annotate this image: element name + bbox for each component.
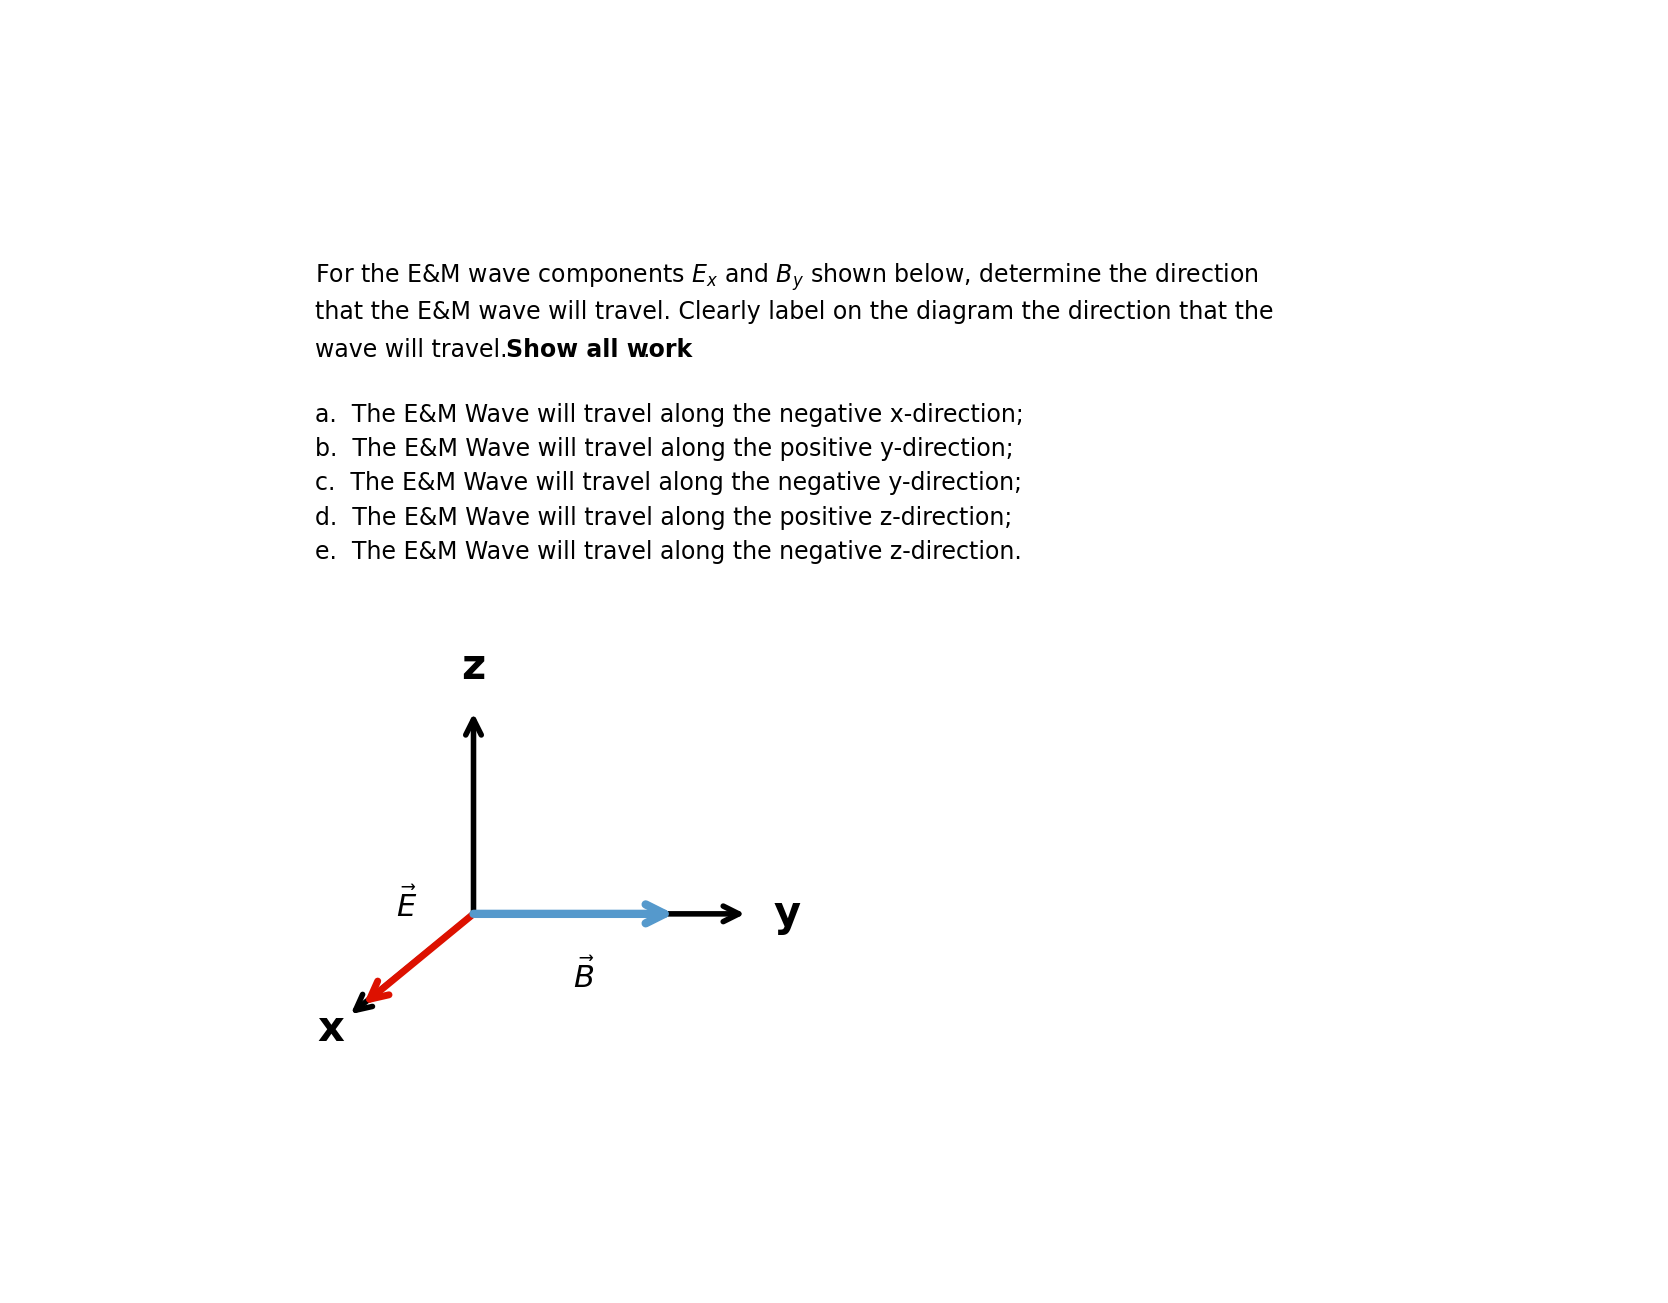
Text: x: x [319, 1009, 345, 1050]
Text: .: . [642, 337, 651, 362]
Text: $\vec{E}$: $\vec{E}$ [397, 889, 417, 924]
Text: Show all work: Show all work [505, 337, 692, 362]
Text: z: z [462, 646, 485, 688]
Text: y: y [774, 893, 801, 934]
Text: For the E&M wave components $E_x$ and $B_y$ shown below, determine the direction: For the E&M wave components $E_x$ and $B… [315, 262, 1258, 293]
Text: $\vec{B}$: $\vec{B}$ [572, 959, 594, 995]
Text: b.  The E&M Wave will travel along the positive y-direction;: b. The E&M Wave will travel along the po… [315, 438, 1012, 461]
Text: d.  The E&M Wave will travel along the positive z-direction;: d. The E&M Wave will travel along the po… [315, 506, 1012, 529]
Text: e.  The E&M Wave will travel along the negative z-direction.: e. The E&M Wave will travel along the ne… [315, 539, 1021, 564]
Text: c.  The E&M Wave will travel along the negative y-direction;: c. The E&M Wave will travel along the ne… [315, 472, 1021, 495]
Text: a.  The E&M Wave will travel along the negative x-direction;: a. The E&M Wave will travel along the ne… [315, 403, 1022, 427]
Text: that the E&M wave will travel. Clearly label on the diagram the direction that t: that the E&M wave will travel. Clearly l… [315, 300, 1273, 324]
Text: wave will travel.: wave will travel. [315, 337, 514, 362]
